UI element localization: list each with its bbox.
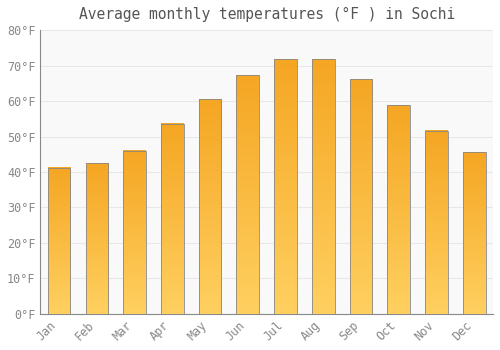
Bar bbox=[463, 153, 485, 314]
Bar bbox=[274, 59, 297, 314]
Bar bbox=[161, 124, 184, 314]
Bar bbox=[124, 151, 146, 314]
Bar bbox=[425, 131, 448, 314]
Bar bbox=[236, 75, 259, 314]
Bar bbox=[199, 99, 222, 314]
Bar bbox=[350, 79, 372, 314]
Bar bbox=[86, 163, 108, 314]
Bar bbox=[312, 59, 334, 314]
Title: Average monthly temperatures (°F ) in Sochi: Average monthly temperatures (°F ) in So… bbox=[78, 7, 455, 22]
Bar bbox=[48, 168, 70, 314]
Bar bbox=[388, 105, 410, 314]
